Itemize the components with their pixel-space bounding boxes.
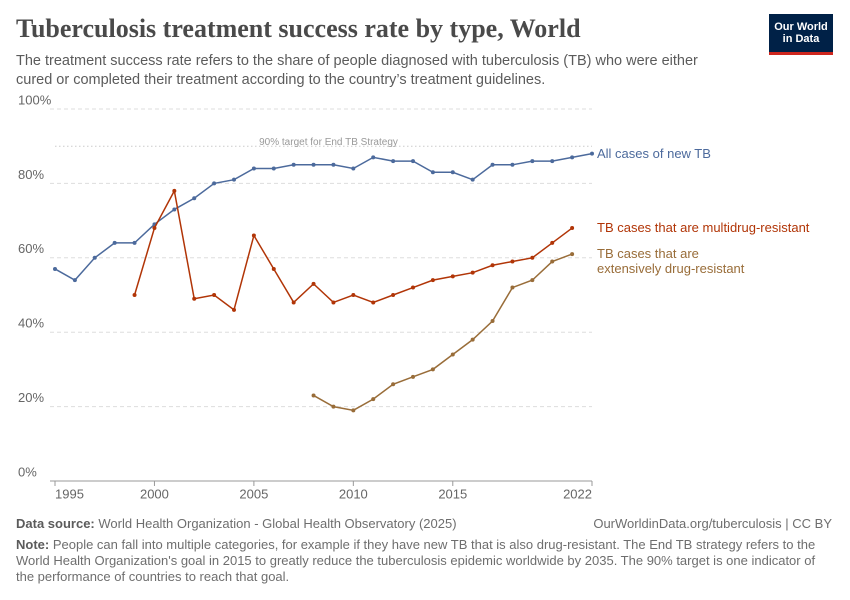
data-point	[351, 166, 356, 171]
source: Data source: World Health Organization -…	[16, 516, 457, 532]
data-point	[291, 300, 296, 305]
series-line	[313, 253, 573, 412]
data-point	[391, 382, 396, 387]
target-label: 90% target for End TB Strategy	[259, 137, 398, 148]
data-point	[331, 404, 336, 409]
data-point	[411, 374, 415, 379]
x-tick-label: 1995	[55, 486, 84, 501]
data-point	[132, 240, 137, 245]
data-point	[430, 278, 435, 283]
data-point	[72, 278, 77, 283]
source-label: Data source:	[16, 516, 95, 531]
data-point	[351, 408, 356, 413]
note: Note: People can fall into multiple cate…	[16, 537, 816, 585]
data-point	[311, 162, 316, 167]
data-point	[192, 296, 197, 301]
logo[interactable]: Our World in Data	[769, 14, 833, 55]
data-point	[450, 274, 455, 279]
y-tick-label: 40%	[18, 316, 44, 331]
data-point	[391, 293, 396, 297]
source-text: World Health Organization - Global Healt…	[98, 516, 457, 531]
data-point	[92, 255, 97, 260]
data-point	[510, 259, 515, 264]
data-point	[450, 352, 455, 357]
note-text: People can fall into multiple categories…	[16, 537, 816, 584]
data-point	[450, 170, 455, 175]
data-point	[470, 337, 475, 342]
chart-title: Tuberculosis treatment success rate by t…	[16, 14, 581, 43]
y-tick-label: 0%	[18, 464, 37, 479]
data-point	[232, 177, 236, 182]
data-point	[490, 263, 495, 268]
data-point	[411, 159, 415, 164]
data-point	[251, 233, 256, 238]
data-point	[251, 166, 256, 171]
data-point	[53, 266, 57, 271]
data-point	[331, 162, 336, 167]
data-point	[192, 196, 197, 201]
data-point	[490, 319, 495, 324]
logo-line: in Data	[782, 33, 820, 45]
data-point	[550, 240, 555, 245]
data-point	[470, 270, 475, 275]
data-point	[311, 393, 316, 398]
data-point	[590, 151, 594, 156]
y-tick-label: 80%	[18, 167, 44, 182]
y-tick-label: 20%	[18, 390, 44, 405]
data-point	[470, 177, 475, 182]
data-point	[530, 255, 535, 260]
data-point	[271, 266, 276, 271]
data-point	[212, 181, 217, 186]
series-label[interactable]: TB cases that are extensively drug-resis…	[597, 246, 745, 277]
data-point	[371, 397, 376, 402]
data-point	[212, 293, 217, 297]
data-point	[172, 188, 177, 193]
logo-line: Our World	[774, 21, 828, 33]
chart-subtitle: The treatment success rate refers to the…	[16, 53, 698, 88]
data-point	[510, 162, 515, 167]
x-tick-label: 2010	[339, 486, 368, 501]
data-point	[550, 259, 555, 264]
data-point	[271, 166, 276, 171]
data-point	[291, 162, 296, 167]
data-point	[371, 155, 376, 160]
url[interactable]: OurWorldinData.org/tuberculosis | CC BY	[593, 516, 832, 531]
series-line	[54, 152, 593, 282]
x-tick-label: 2022	[563, 486, 592, 501]
data-point	[430, 367, 435, 372]
y-tick-label: 60%	[18, 241, 44, 256]
data-point	[570, 155, 575, 160]
y-tick-label: 100%	[18, 92, 52, 107]
series-label[interactable]: TB cases that are multidrug-resistant	[597, 220, 810, 236]
data-point	[112, 240, 117, 245]
data-point	[530, 278, 535, 283]
data-point	[430, 170, 435, 175]
data-point	[371, 300, 376, 305]
data-point	[570, 226, 575, 231]
data-point	[232, 307, 236, 312]
data-point	[550, 159, 555, 164]
data-point	[351, 293, 356, 297]
x-tick-label: 2015	[438, 486, 467, 501]
data-point	[311, 281, 316, 286]
data-point	[530, 159, 535, 164]
series-line	[133, 188, 573, 312]
series-label[interactable]: All cases of new TB	[597, 145, 711, 161]
data-point	[172, 207, 177, 212]
data-point	[510, 285, 515, 290]
data-point	[132, 293, 137, 297]
note-label: Note:	[16, 537, 50, 552]
data-point	[331, 300, 336, 305]
x-tick-label: 2005	[239, 486, 268, 501]
data-point	[411, 285, 415, 290]
data-point	[391, 159, 396, 164]
x-tick-label: 2000	[140, 486, 169, 501]
data-point	[570, 252, 575, 257]
data-point	[152, 226, 157, 231]
data-point	[490, 162, 495, 167]
